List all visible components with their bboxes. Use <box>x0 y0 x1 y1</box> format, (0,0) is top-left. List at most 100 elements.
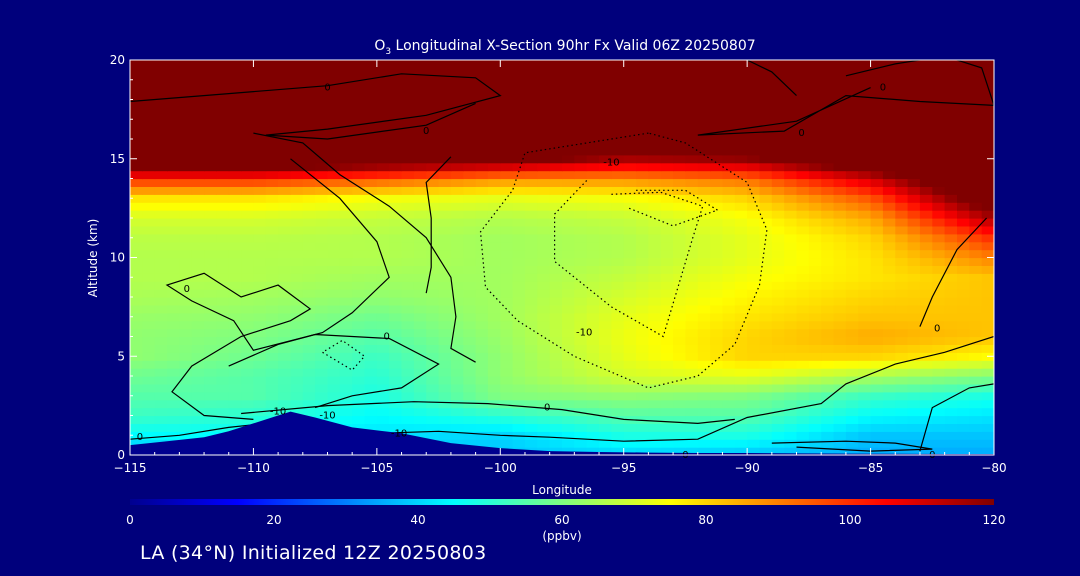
field-cell <box>821 352 835 361</box>
field-cell <box>599 83 612 93</box>
field-cell <box>265 83 279 93</box>
field-cell <box>858 75 872 85</box>
field-cell <box>500 423 514 432</box>
field-cell <box>771 107 785 116</box>
field-cell <box>685 91 699 101</box>
field-cell <box>278 146 291 156</box>
field-cell <box>586 107 600 116</box>
field-cell <box>191 368 205 377</box>
field-cell <box>919 60 933 69</box>
field-cell <box>981 99 994 108</box>
field-cell <box>722 67 736 77</box>
field-cell <box>759 304 773 314</box>
field-cell <box>981 249 994 259</box>
field-cell <box>364 328 378 338</box>
field-cell <box>710 399 723 409</box>
field-cell <box>969 336 983 345</box>
field-cell <box>845 336 859 345</box>
field-cell <box>265 75 279 85</box>
field-cell <box>611 178 625 187</box>
field-cell <box>413 289 427 298</box>
field-cell <box>611 376 625 385</box>
field-cell <box>710 225 723 235</box>
field-cell <box>895 439 909 448</box>
field-cell <box>228 115 242 124</box>
field-cell <box>895 162 909 172</box>
field-cell <box>648 289 662 298</box>
field-cell <box>352 257 366 266</box>
field-cell <box>932 225 946 235</box>
field-cell <box>919 344 933 353</box>
field-cell <box>216 139 230 148</box>
field-cell <box>167 368 180 377</box>
field-cell <box>858 131 872 140</box>
contour-label: 0 <box>384 332 390 343</box>
field-cell <box>179 123 193 132</box>
field-cell <box>265 320 279 330</box>
field-cell <box>179 265 193 274</box>
field-cell <box>216 123 230 132</box>
field-cell <box>734 265 748 274</box>
field-cell <box>475 297 489 306</box>
field-cell <box>734 233 748 243</box>
field-cell <box>241 297 254 306</box>
field-cell <box>722 170 736 180</box>
field-cell <box>944 304 958 314</box>
field-cell <box>944 415 958 424</box>
field-cell <box>216 115 230 124</box>
field-cell <box>475 328 489 338</box>
field-cell <box>907 194 921 203</box>
field-cell <box>241 202 254 211</box>
field-cell <box>821 75 835 85</box>
field-cell <box>537 91 551 101</box>
field-cell <box>710 312 723 322</box>
colorbar-tick-label: 60 <box>554 513 569 527</box>
field-cell <box>808 383 822 393</box>
field-cell <box>562 439 575 448</box>
field-cell <box>586 265 600 274</box>
field-cell <box>500 336 514 345</box>
field-cell <box>438 170 452 180</box>
field-cell <box>957 225 970 235</box>
field-cell <box>364 115 378 124</box>
field-cell <box>784 131 798 140</box>
field-cell <box>549 107 563 116</box>
field-cell <box>808 328 822 338</box>
field-cell <box>167 154 180 164</box>
field-cell <box>450 154 464 164</box>
field-cell <box>463 186 477 195</box>
field-cell <box>228 328 242 338</box>
field-cell <box>574 60 588 69</box>
field-cell <box>660 146 674 156</box>
field-cell <box>660 194 674 203</box>
field-cell <box>278 383 291 393</box>
field-cell <box>882 194 896 203</box>
field-cell <box>450 399 464 409</box>
field-cell <box>808 431 822 440</box>
field-cell <box>858 304 872 314</box>
field-cell <box>315 225 328 235</box>
field-cell <box>599 178 612 187</box>
field-cell <box>426 170 440 180</box>
field-cell <box>562 154 575 164</box>
field-cell <box>265 225 279 235</box>
field-cell <box>919 249 933 259</box>
field-cell <box>771 320 785 330</box>
field-cell <box>759 210 773 219</box>
field-cell <box>611 297 625 306</box>
field-cell <box>636 391 649 401</box>
field-cell <box>845 439 859 448</box>
field-cell <box>154 257 168 266</box>
field-cell <box>450 139 464 148</box>
field-cell <box>450 407 464 417</box>
field-cell <box>413 249 427 259</box>
field-cell <box>228 170 242 180</box>
field-cell <box>969 352 983 361</box>
field-cell <box>574 289 588 298</box>
field-cell <box>734 241 748 251</box>
field-cell <box>389 399 403 409</box>
field-cell <box>339 154 353 164</box>
field-cell <box>710 273 723 282</box>
field-cell <box>673 336 686 345</box>
field-cell <box>969 423 983 432</box>
